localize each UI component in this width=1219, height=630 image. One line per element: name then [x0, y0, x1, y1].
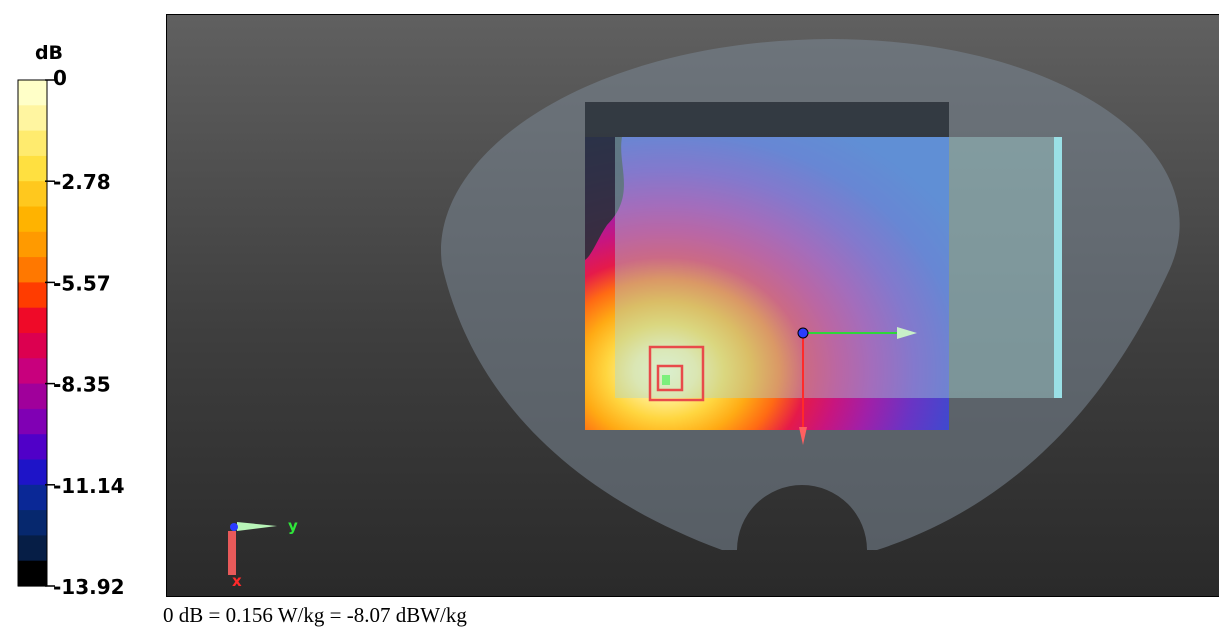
- colorbar-swatch: [18, 181, 47, 208]
- reference-caption: 0 dB = 0.156 W/kg = -8.07 dBW/kg: [163, 603, 467, 627]
- colorbar-swatch: [18, 80, 47, 106]
- colorbar-ticks: 0 -2.78 -5.57 -8.35 -11.14 -13.92: [45, 66, 125, 599]
- colorbar-tick-label: -2.78: [53, 170, 111, 194]
- colorbar-swatch: [18, 231, 47, 258]
- device-edge: [1054, 137, 1062, 398]
- zoom-scan-inner-box: [656, 364, 684, 392]
- colorbar-swatch: [18, 105, 47, 132]
- colorbar-border: [17, 79, 48, 587]
- colorbar-legend: dB 0 -2.78 -5.57 -8.35 -11.14 -13.92: [17, 42, 125, 599]
- triad-z-origin: [230, 523, 238, 531]
- zoom-scan-outer-box: [648, 345, 705, 402]
- peak-location-marker: [662, 375, 670, 385]
- colorbar-swatch: [18, 510, 47, 536]
- colorbar-swatch: [18, 535, 47, 562]
- colorbar-swatch: [18, 130, 47, 157]
- colorbar-swatch: [18, 358, 47, 385]
- colorbar-swatch: [18, 282, 47, 309]
- colorbar-swatch: [18, 434, 47, 461]
- colorbar-swatches: [17, 79, 48, 587]
- device-x-axis-arrow: [799, 427, 807, 445]
- triad-x-label: x: [232, 572, 242, 590]
- colorbar-swatch: [18, 484, 47, 511]
- colorbar-tick-label: -11.14: [53, 474, 125, 498]
- colorbar-tick-label: -5.57: [53, 271, 111, 295]
- colorbar-swatch: [18, 257, 47, 283]
- colorbar-swatch: [18, 459, 47, 486]
- colorbar-unit-label: dB: [35, 42, 63, 64]
- colorbar-swatch: [18, 206, 47, 233]
- colorbar-tick-label: -13.92: [53, 575, 125, 599]
- triad-y-arrow: [237, 522, 277, 531]
- orientation-triad: y x: [228, 517, 298, 590]
- colorbar-swatch: [18, 333, 47, 359]
- device-y-axis-arrow: [897, 327, 917, 339]
- colorbar-tick-label: -8.35: [53, 373, 111, 397]
- colorbar-swatch: [18, 560, 47, 587]
- colorbar-swatch: [18, 383, 47, 410]
- cold-region: [585, 137, 624, 260]
- triad-y-label: y: [288, 517, 298, 535]
- device-panel: [615, 137, 1062, 398]
- colorbar-tick-label: 0: [53, 66, 67, 90]
- triad-x-stem: [228, 531, 236, 575]
- colorbar-swatch: [18, 408, 47, 435]
- colorbar-swatch: [18, 155, 47, 182]
- colorbar-swatch: [18, 307, 47, 334]
- device-origin-point: [797, 327, 809, 339]
- sar-distribution-map: [585, 137, 949, 430]
- sar-plot-viewport[interactable]: y x: [166, 14, 1219, 597]
